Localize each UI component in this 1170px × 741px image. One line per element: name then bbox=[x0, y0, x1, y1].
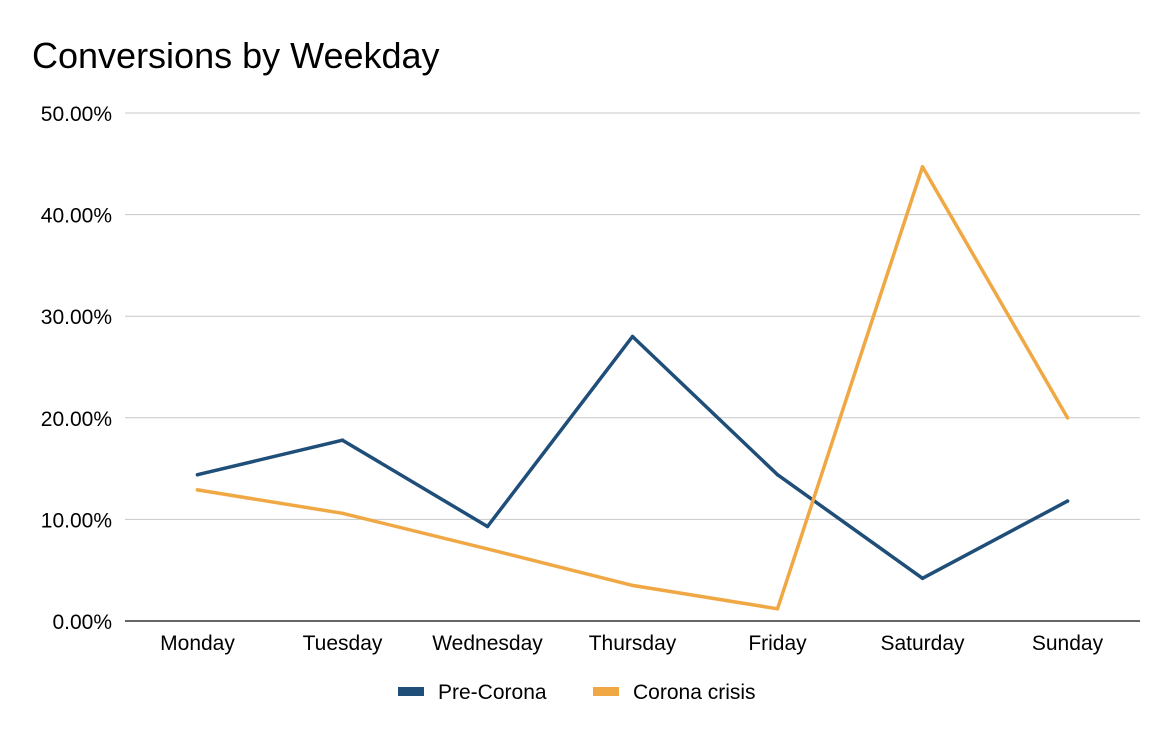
x-tick-label: Friday bbox=[748, 632, 807, 655]
chart-title: Conversions by Weekday bbox=[32, 35, 440, 76]
y-tick-label: 0.00% bbox=[52, 611, 112, 634]
legend-swatch bbox=[398, 687, 424, 696]
data-point bbox=[485, 547, 490, 551]
data-point bbox=[920, 165, 925, 169]
y-axis-tick-labels: 0.00% 10.00% 20.00% 30.00% 40.00% 50.00% bbox=[41, 103, 112, 634]
x-axis-tick-labels: Monday Tuesday Wednesday Thursday Friday Satu… bbox=[160, 632, 1103, 655]
legend: Pre-Corona Corona crisis bbox=[398, 681, 756, 704]
series-lines bbox=[195, 165, 1070, 611]
data-point bbox=[195, 472, 200, 477]
y-tick-label: 30.00% bbox=[41, 306, 112, 329]
data-point bbox=[775, 607, 780, 611]
legend-swatch bbox=[593, 687, 619, 696]
data-point bbox=[1065, 416, 1070, 420]
data-point bbox=[630, 334, 635, 339]
series-line-0 bbox=[195, 334, 1070, 581]
data-point bbox=[1065, 499, 1070, 503]
data-point bbox=[920, 576, 925, 581]
y-tick-label: 10.00% bbox=[41, 509, 112, 532]
x-tick-label: Monday bbox=[160, 632, 235, 655]
data-point bbox=[195, 488, 200, 492]
series-line-1 bbox=[195, 165, 1070, 611]
x-tick-label: Tuesday bbox=[303, 632, 383, 655]
x-tick-label: Sunday bbox=[1032, 632, 1104, 655]
data-point bbox=[775, 472, 780, 477]
data-point bbox=[630, 583, 635, 588]
legend-label: Pre-Corona bbox=[438, 681, 547, 704]
data-point bbox=[485, 524, 490, 529]
data-point bbox=[340, 511, 345, 516]
x-tick-label: Wednesday bbox=[432, 632, 543, 655]
x-tick-label: Thursday bbox=[589, 632, 677, 655]
y-tick-label: 40.00% bbox=[41, 205, 112, 228]
x-tick-label: Saturday bbox=[880, 632, 965, 655]
gridlines bbox=[125, 112, 1140, 520]
data-point bbox=[340, 438, 345, 442]
legend-label: Corona crisis bbox=[633, 681, 756, 704]
y-tick-label: 20.00% bbox=[41, 408, 112, 431]
y-tick-label: 50.00% bbox=[41, 103, 112, 126]
